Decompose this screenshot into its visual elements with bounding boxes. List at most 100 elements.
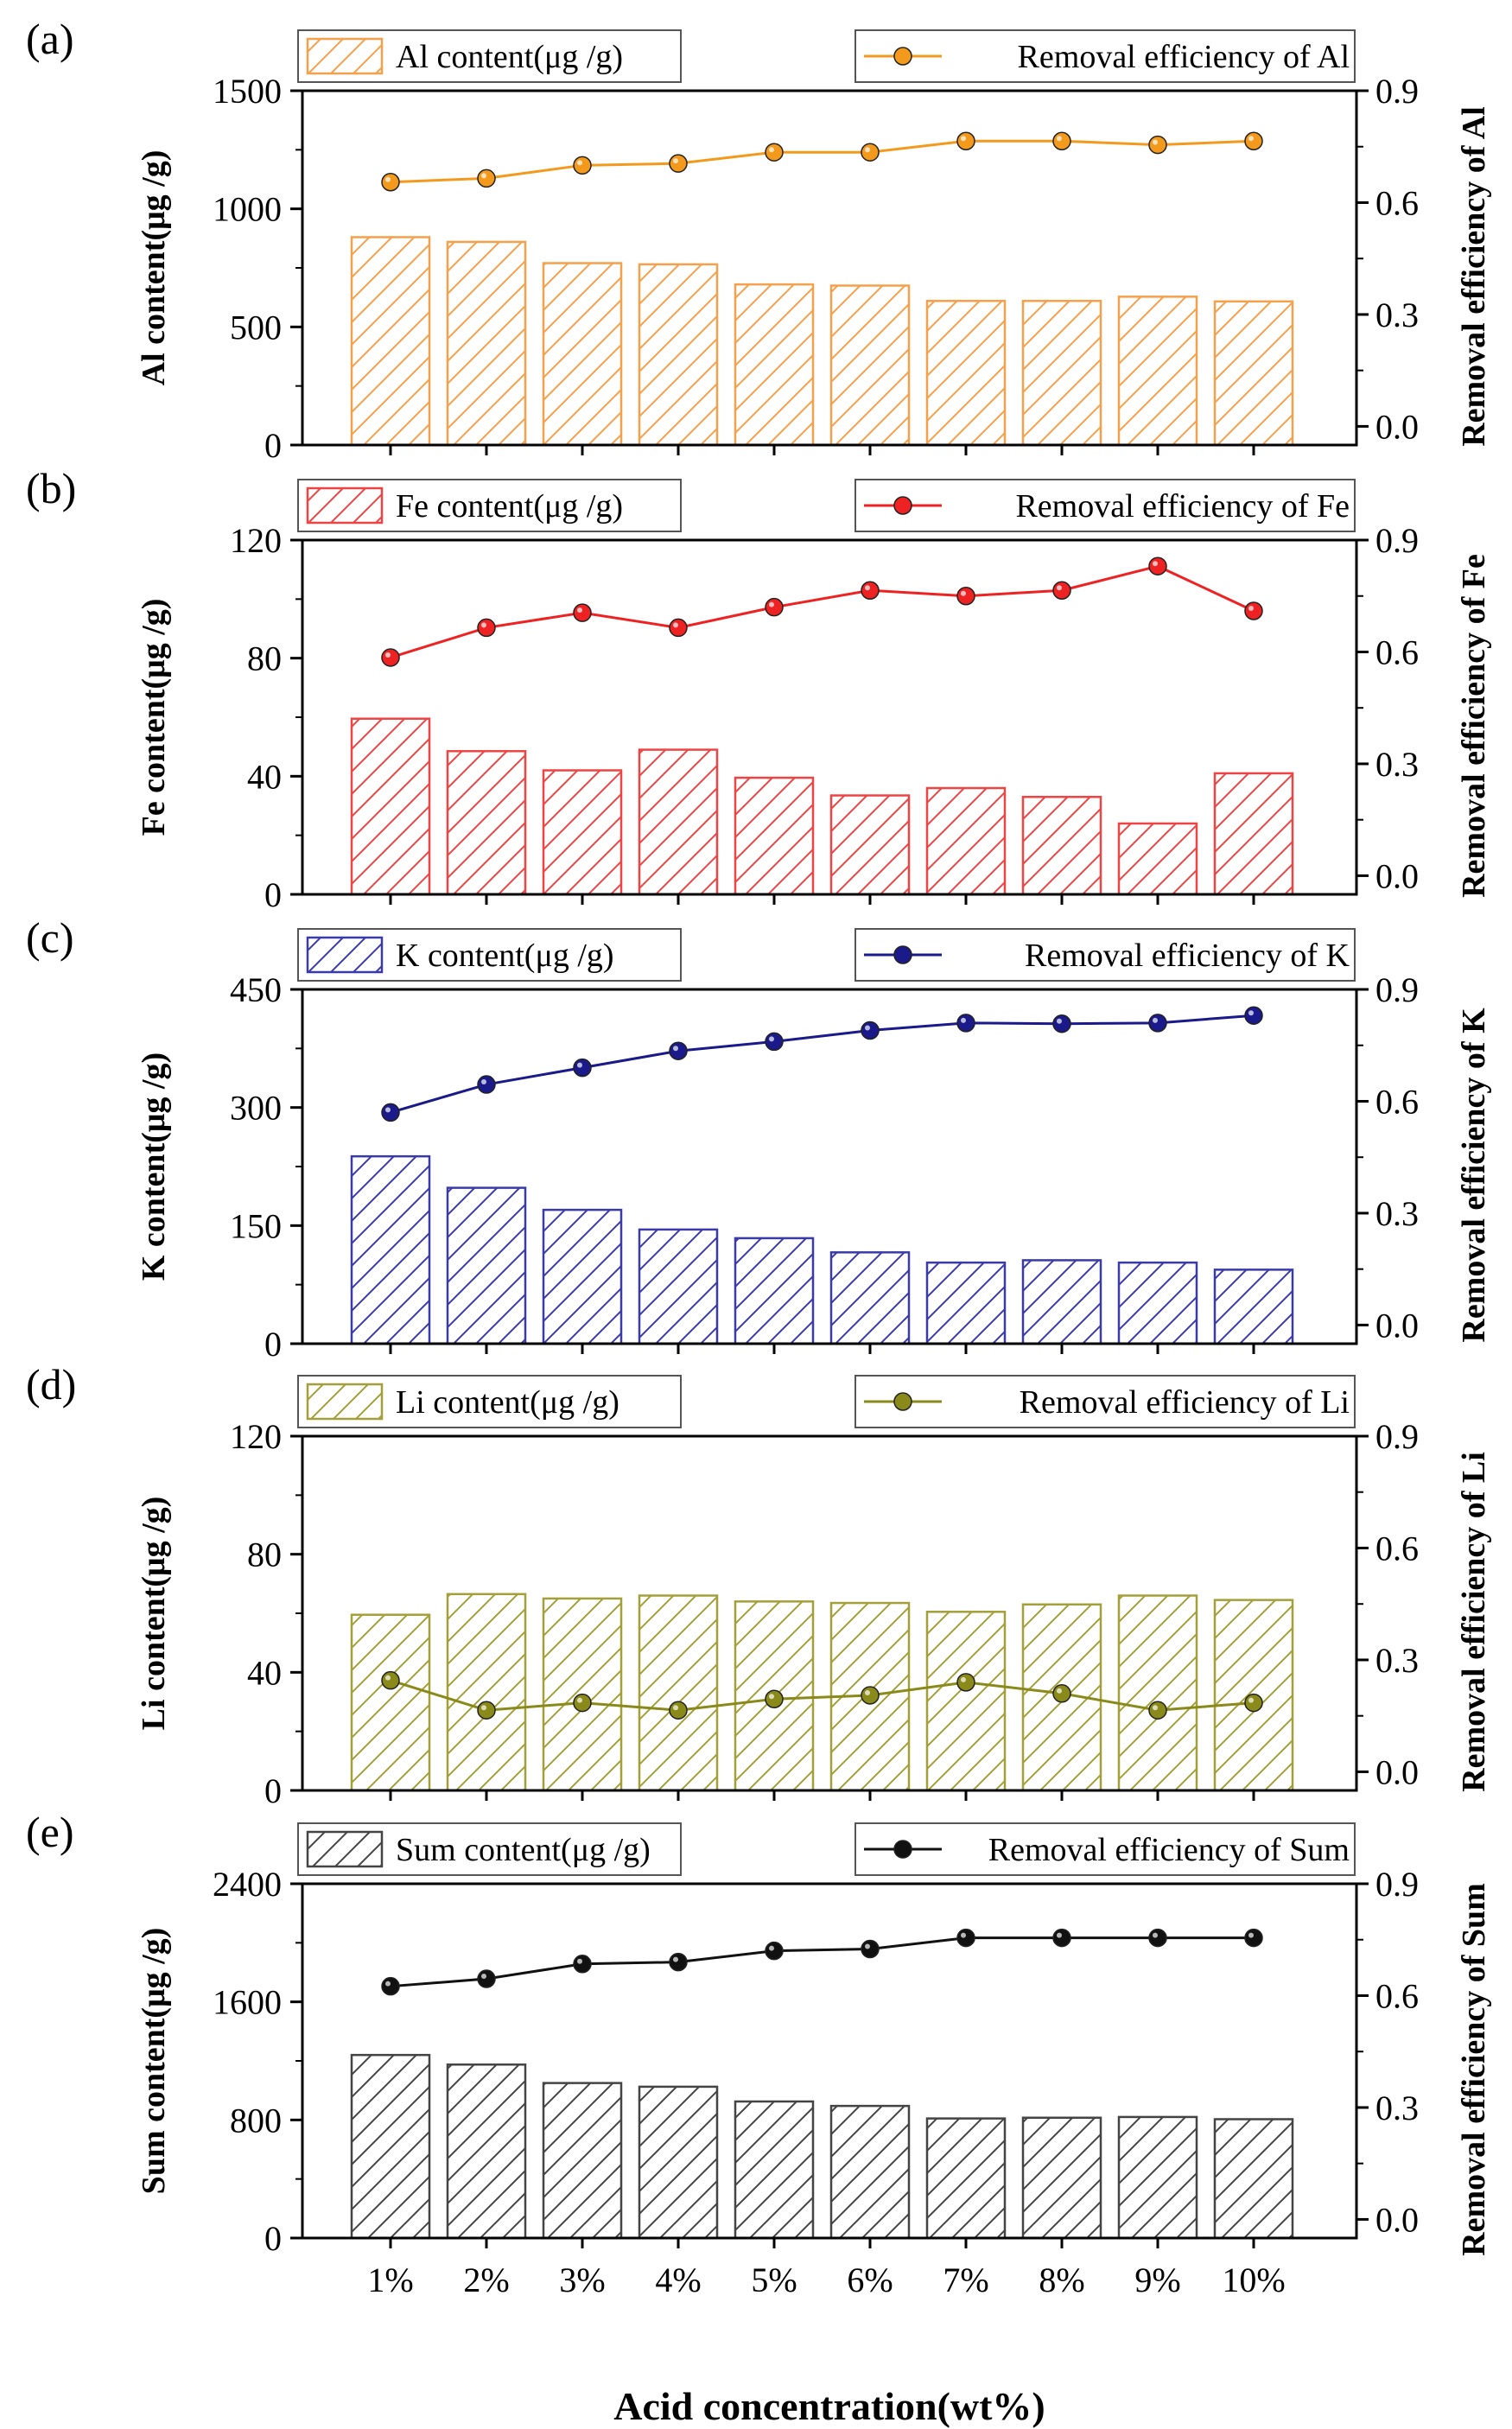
point-highlight [1057, 585, 1062, 591]
y-tick-label: 300 [230, 1089, 282, 1128]
point-sum-5 [765, 1941, 784, 1961]
legend-swatch-bar [306, 936, 384, 974]
point-al-7 [956, 131, 975, 151]
legend-box [854, 1822, 1356, 1876]
point-highlight [1057, 1688, 1062, 1694]
y2-tick-label: 0.0 [1375, 856, 1419, 895]
point-highlight [577, 1062, 582, 1068]
bar-fe-3 [542, 769, 623, 896]
point-fe-5 [765, 597, 784, 617]
point-li-9 [1148, 1701, 1167, 1720]
bar-fe-2 [446, 750, 527, 896]
panel-label: (e) [26, 1808, 74, 1856]
legend-marker [893, 1392, 912, 1411]
bar-fe-4 [638, 748, 719, 896]
point-highlight [769, 1694, 774, 1700]
point-highlight [577, 160, 582, 166]
point-li-5 [765, 1689, 784, 1709]
bar-li-4 [638, 1594, 719, 1792]
x-tick-label: 6% [847, 2260, 893, 2299]
bar-fe-8 [1021, 796, 1102, 896]
point-highlight [481, 1079, 486, 1085]
point-fe-2 [477, 618, 496, 638]
point-sum-3 [573, 1955, 592, 1974]
point-sum-6 [861, 1939, 880, 1959]
point-highlight [481, 173, 486, 179]
bar-fe-10 [1213, 772, 1294, 896]
bar-k-6 [829, 1251, 911, 1345]
y2-tick-label: 0.3 [1375, 1194, 1419, 1233]
x-tick-label: 2% [463, 2260, 509, 2299]
y-tick-label: 80 [247, 1536, 282, 1574]
bar-sum-5 [734, 2100, 815, 2240]
point-highlight [673, 622, 678, 628]
point-highlight [577, 1697, 582, 1703]
point-sum-10 [1244, 1928, 1263, 1948]
point-highlight [1248, 1932, 1254, 1938]
point-highlight [481, 622, 486, 628]
x-tick-label: 4% [655, 2260, 701, 2299]
bar-fe-1 [350, 717, 431, 896]
point-highlight [1153, 1932, 1158, 1938]
point-k-2 [477, 1075, 496, 1094]
point-fe-10 [1244, 601, 1263, 620]
point-highlight [865, 1689, 870, 1695]
point-highlight [865, 147, 870, 153]
legend-label-line: Removal efficiency of Fe [1015, 488, 1350, 525]
legend-label-bar: Li content(μg /g) [396, 1384, 619, 1421]
point-al-1 [381, 172, 400, 192]
y2-tick-label: 0.0 [1375, 1752, 1419, 1791]
bar-al-3 [542, 262, 623, 447]
point-sum-4 [669, 1952, 688, 1972]
x-tick-label: 1% [367, 2260, 413, 2299]
x-tick-label: 7% [943, 2260, 988, 2299]
point-k-1 [381, 1103, 400, 1122]
y2-tick-label: 0.9 [1375, 72, 1419, 111]
point-highlight [385, 1981, 391, 1987]
y-tick-label: 0 [264, 875, 282, 914]
y2-axis-title: Removal efficiency of Li [1456, 1452, 1492, 1792]
legend-label-line: Removal efficiency of K [1025, 938, 1350, 974]
point-highlight [385, 652, 391, 658]
legend-label-bar: Sum content(μg /g) [396, 1832, 651, 1868]
point-li-1 [381, 1670, 400, 1690]
point-highlight [1057, 136, 1062, 142]
bar-al-4 [638, 263, 719, 447]
panel-label: (b) [26, 464, 76, 512]
bar-fe-7 [925, 786, 1007, 896]
y-tick-label: 80 [247, 639, 282, 678]
bar-al-7 [925, 300, 1007, 447]
y2-tick-label: 0.6 [1375, 1976, 1419, 2015]
point-highlight [577, 607, 582, 614]
point-al-8 [1052, 131, 1071, 151]
line-li-removal-efficiency [390, 1679, 1255, 1712]
legend-box [854, 1375, 1356, 1428]
y2-tick-label: 0.0 [1375, 407, 1419, 446]
y-tick-label: 1000 [213, 190, 282, 229]
point-li-4 [669, 1701, 688, 1720]
point-k-5 [765, 1032, 784, 1052]
point-highlight [1248, 606, 1254, 611]
y-axis-title: K content(μg /g) [136, 1052, 172, 1281]
bar-li-9 [1117, 1594, 1198, 1792]
point-highlight [1153, 139, 1158, 145]
bar-fe-9 [1117, 822, 1198, 896]
point-highlight [769, 1036, 774, 1042]
line-sum-removal-efficiency [390, 1936, 1254, 1988]
point-highlight [481, 1705, 486, 1711]
panel-label: (d) [26, 1360, 76, 1408]
y-tick-label: 500 [230, 308, 282, 347]
y-axis-title: Al content(μg /g) [136, 150, 172, 386]
point-k-6 [861, 1021, 880, 1040]
panel-li: (d) 0 40 80 120 0.0 0.3 0.6 0.9 Li content(μg /g)… [26, 1360, 1492, 1810]
point-sum-1 [381, 1976, 400, 1996]
line-k-removal-efficiency [390, 1014, 1255, 1114]
point-highlight [673, 158, 678, 164]
x-axis-title: Acid concentration(wt%) [613, 2384, 1045, 2428]
point-highlight [481, 1974, 486, 1980]
y2-tick-label: 0.6 [1375, 1529, 1419, 1567]
bar-k-1 [350, 1154, 431, 1345]
bar-sum-6 [829, 2104, 911, 2240]
point-k-9 [1148, 1014, 1167, 1033]
legend-swatch-bar [306, 37, 384, 75]
